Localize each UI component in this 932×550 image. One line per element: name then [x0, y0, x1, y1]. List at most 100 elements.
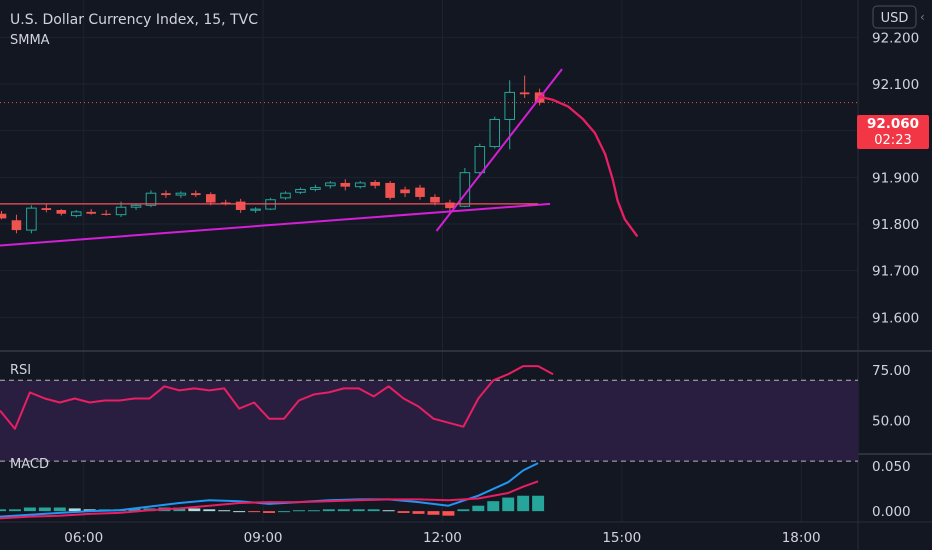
- macd-histogram-bar: [23, 507, 36, 512]
- macd-histogram-bar: [502, 497, 515, 512]
- macd-tick-label: 0.000: [872, 504, 911, 520]
- macd-histogram-bar: [68, 508, 81, 512]
- time-tick-label: 09:00: [244, 530, 283, 546]
- macd-histogram-bar: [457, 509, 470, 512]
- candle-body: [115, 206, 127, 216]
- candle-body: [519, 92, 530, 95]
- rsi-band: [0, 380, 858, 462]
- last-price-badge: 92.060 02:23: [857, 115, 929, 149]
- time-axis[interactable]: 06:00 09:00 12:00 15:00 18:00: [64, 530, 820, 546]
- time-tick-label: 18:00: [782, 530, 821, 546]
- candle-body: [220, 202, 231, 204]
- bar-countdown: 02:23: [874, 133, 911, 148]
- last-price-value: 92.060: [867, 116, 919, 132]
- collapse-arrow-icon[interactable]: ‹: [920, 10, 925, 24]
- macd-histogram-bar: [53, 507, 66, 512]
- currency-badge[interactable]: [872, 5, 917, 29]
- macd-histogram-bar: [292, 510, 305, 512]
- candle-body: [489, 118, 501, 148]
- candle-body: [56, 210, 67, 214]
- candle-body: [430, 196, 440, 203]
- macd-histogram-bar: [248, 511, 261, 513]
- time-tick-label: 06:00: [64, 530, 103, 546]
- price-tick-label: 91.900: [872, 170, 919, 186]
- price-tick-label: 92.200: [872, 30, 919, 46]
- candle-body: [354, 182, 366, 188]
- macd-histogram-bar: [472, 505, 485, 512]
- smma-label[interactable]: SMMA: [10, 33, 50, 48]
- rsi-line: [0, 365, 554, 430]
- chart-title: U.S. Dollar Currency Index, 15, TVC: [10, 12, 258, 28]
- candle-body: [145, 192, 157, 206]
- macd-histogram-bar: [218, 510, 231, 512]
- candle-body: [295, 188, 306, 193]
- candle-body: [26, 207, 37, 231]
- macd-histogram-bar: [397, 511, 410, 513]
- candle-body: [400, 189, 410, 194]
- candle-body: [474, 146, 486, 174]
- candle-body: [130, 204, 142, 208]
- macd-histogram-bar: [188, 508, 201, 512]
- rsi-tick-label: 75.00: [872, 363, 911, 379]
- candle-body: [0, 213, 7, 219]
- candle-body: [250, 208, 261, 211]
- currency-label: USD: [881, 11, 909, 26]
- macd-histogram-bar: [0, 509, 6, 512]
- trendline: [0, 202, 551, 247]
- candle-body: [101, 213, 111, 215]
- candle-body: [325, 182, 336, 187]
- macd-axis[interactable]: 0.000 0.050: [872, 459, 911, 520]
- macd-histogram-bar: [322, 509, 335, 512]
- rsi-tick-label: 50.00: [872, 414, 911, 430]
- macd-tick-label: 0.050: [872, 459, 911, 475]
- macd-histogram-bar: [352, 509, 365, 512]
- candle-body: [235, 201, 246, 210]
- time-tick-label: 12:00: [423, 530, 462, 546]
- macd-histogram-bar: [427, 511, 440, 515]
- macd-histogram-bar: [307, 510, 320, 512]
- signal-line: [0, 480, 539, 520]
- candle-body: [280, 192, 291, 199]
- candle-body: [370, 182, 380, 186]
- macd-histogram-bar: [203, 509, 216, 512]
- macd-histogram-bar: [128, 508, 141, 512]
- grid: [0, 0, 858, 522]
- rsi-label[interactable]: RSI: [10, 363, 31, 378]
- macd-histogram-bar: [367, 509, 380, 512]
- candle-body: [161, 193, 171, 196]
- price-tick-label: 91.700: [872, 264, 919, 280]
- candle-body: [415, 187, 425, 197]
- candle-body: [310, 187, 321, 190]
- candle-body: [340, 182, 351, 187]
- candle-body: [175, 192, 187, 196]
- candle-body: [41, 208, 52, 210]
- candle-body: [191, 193, 201, 196]
- macd-histogram-bar: [337, 509, 350, 512]
- candle-body: [504, 91, 515, 120]
- macd-histogram-bar: [233, 511, 246, 513]
- candle-body: [385, 182, 395, 198]
- macd-histogram-bar: [38, 507, 51, 512]
- last-price-badge-background: [857, 115, 929, 149]
- price-tick-label: 92.100: [872, 77, 919, 93]
- candle-body: [86, 211, 96, 214]
- macd-histogram-bar: [442, 511, 455, 516]
- time-tick-label: 15:00: [602, 530, 641, 546]
- candle-body: [445, 202, 455, 209]
- forecast-path: [538, 95, 638, 237]
- rsi-axis[interactable]: 50.00 75.00: [872, 363, 911, 430]
- macd-histogram-bar: [382, 510, 395, 512]
- price-tick-label: 91.600: [872, 310, 919, 326]
- macd-label[interactable]: MACD: [10, 457, 49, 472]
- candle-body: [205, 194, 216, 203]
- macd-histogram-bar: [8, 509, 21, 512]
- macd-histogram-bar: [263, 511, 276, 513]
- price-tick-label: 91.800: [872, 217, 919, 233]
- rsi-panel: [0, 365, 858, 462]
- macd-histogram-bar: [412, 511, 425, 514]
- drawing-overlays[interactable]: [0, 68, 638, 247]
- macd-histogram-bar: [517, 495, 530, 512]
- candle-body: [70, 211, 82, 217]
